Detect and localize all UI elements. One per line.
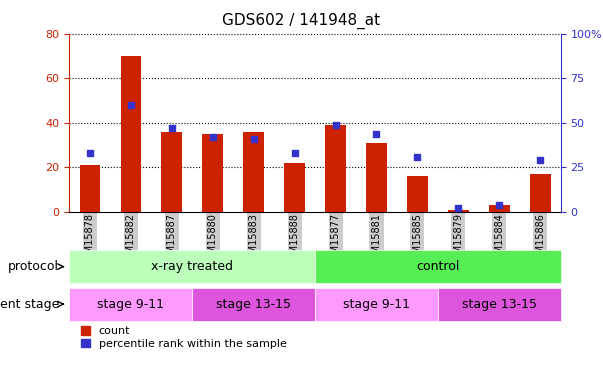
Point	[126, 102, 136, 108]
Point	[290, 150, 300, 156]
Point	[330, 122, 340, 128]
Legend: count, percentile rank within the sample: count, percentile rank within the sample	[81, 326, 286, 349]
Text: stage 13-15: stage 13-15	[216, 298, 291, 310]
Bar	[162, 132, 182, 212]
Text: x-ray treated: x-ray treated	[151, 260, 233, 273]
Point	[249, 136, 259, 142]
Bar	[325, 125, 346, 212]
Text: stage 9-11: stage 9-11	[97, 298, 164, 310]
Text: protocol: protocol	[8, 260, 59, 273]
Point	[371, 130, 381, 136]
Text: stage 9-11: stage 9-11	[343, 298, 410, 310]
Text: stage 13-15: stage 13-15	[462, 298, 537, 310]
Bar	[489, 205, 510, 212]
Text: development stage: development stage	[0, 298, 59, 310]
Point	[412, 154, 422, 160]
Point	[85, 150, 95, 156]
Point	[167, 125, 177, 131]
Bar	[121, 56, 141, 212]
Text: control: control	[416, 260, 459, 273]
Bar	[244, 132, 264, 212]
Bar	[203, 134, 223, 212]
Bar	[285, 163, 305, 212]
Bar	[366, 143, 387, 212]
Point	[453, 206, 463, 212]
Bar	[530, 174, 551, 212]
Text: GDS602 / 141948_at: GDS602 / 141948_at	[223, 13, 380, 29]
Bar	[407, 176, 428, 212]
Point	[494, 202, 504, 208]
Point	[535, 157, 545, 163]
Bar	[448, 210, 469, 212]
Point	[208, 134, 218, 140]
Bar	[80, 165, 100, 212]
